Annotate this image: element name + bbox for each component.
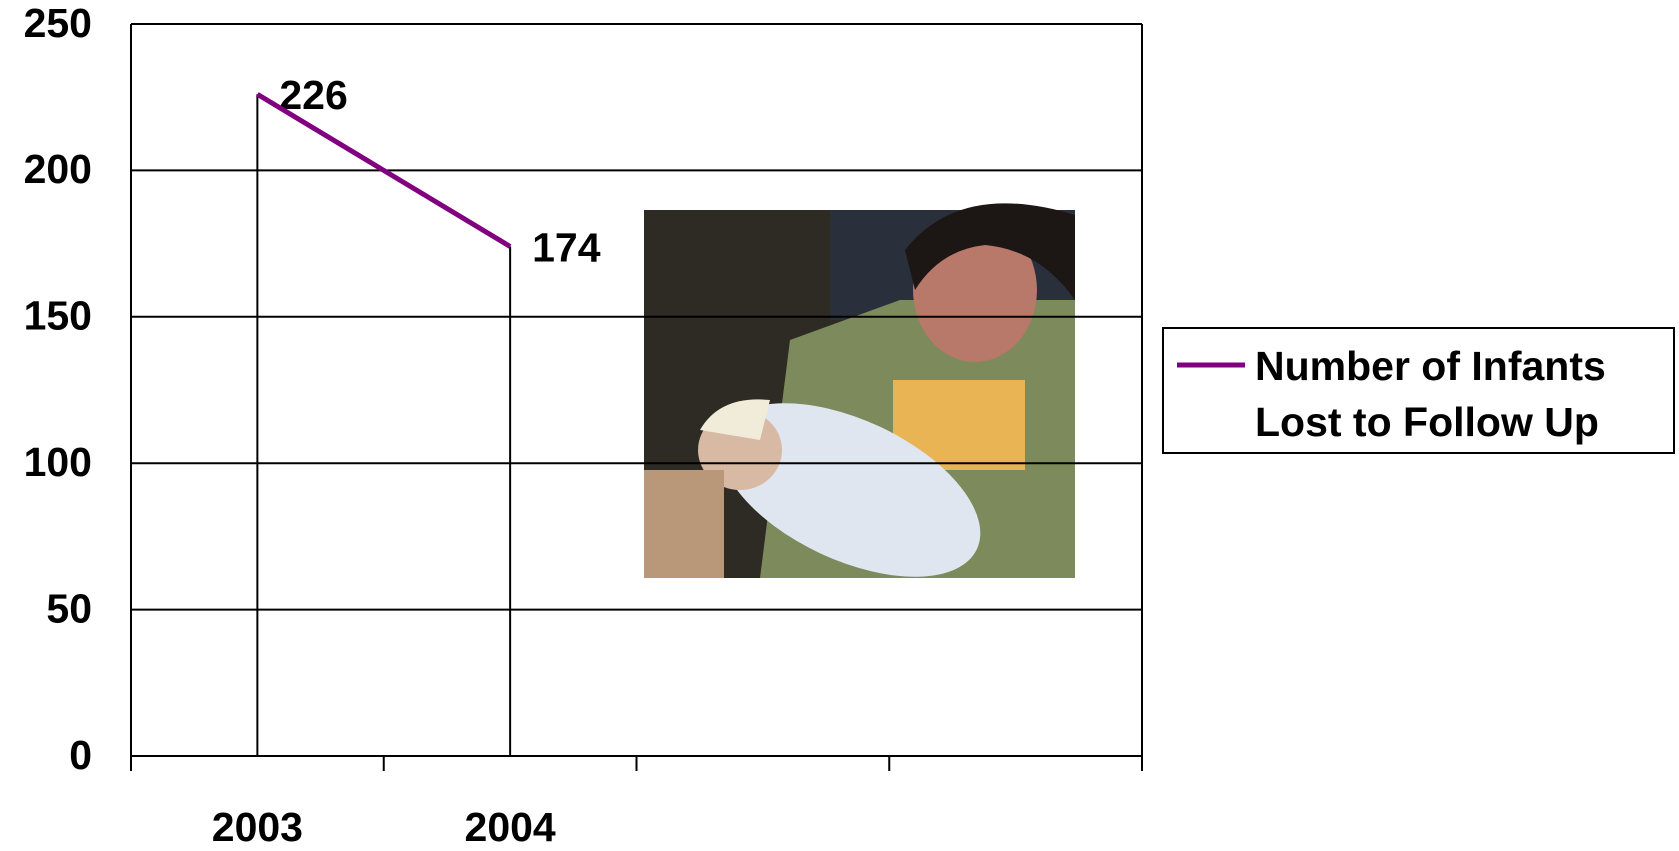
x-tick-label: 2003 bbox=[212, 804, 303, 850]
data-label: 226 bbox=[279, 72, 347, 118]
legend-label: Number of Infants Lost to Follow Up bbox=[1255, 343, 1606, 445]
y-tick-label: 0 bbox=[69, 732, 92, 778]
photo bbox=[644, 203, 1075, 578]
y-tick-label: 100 bbox=[24, 439, 92, 485]
y-tick-label: 250 bbox=[24, 0, 92, 46]
y-tick-label: 50 bbox=[46, 585, 92, 631]
legend-box bbox=[1162, 327, 1675, 454]
y-tick-label: 150 bbox=[24, 293, 92, 339]
y-tick-label: 200 bbox=[24, 146, 92, 192]
x-tick-label: 2004 bbox=[465, 804, 556, 850]
data-label: 174 bbox=[532, 224, 601, 270]
line bbox=[256, 92, 512, 249]
